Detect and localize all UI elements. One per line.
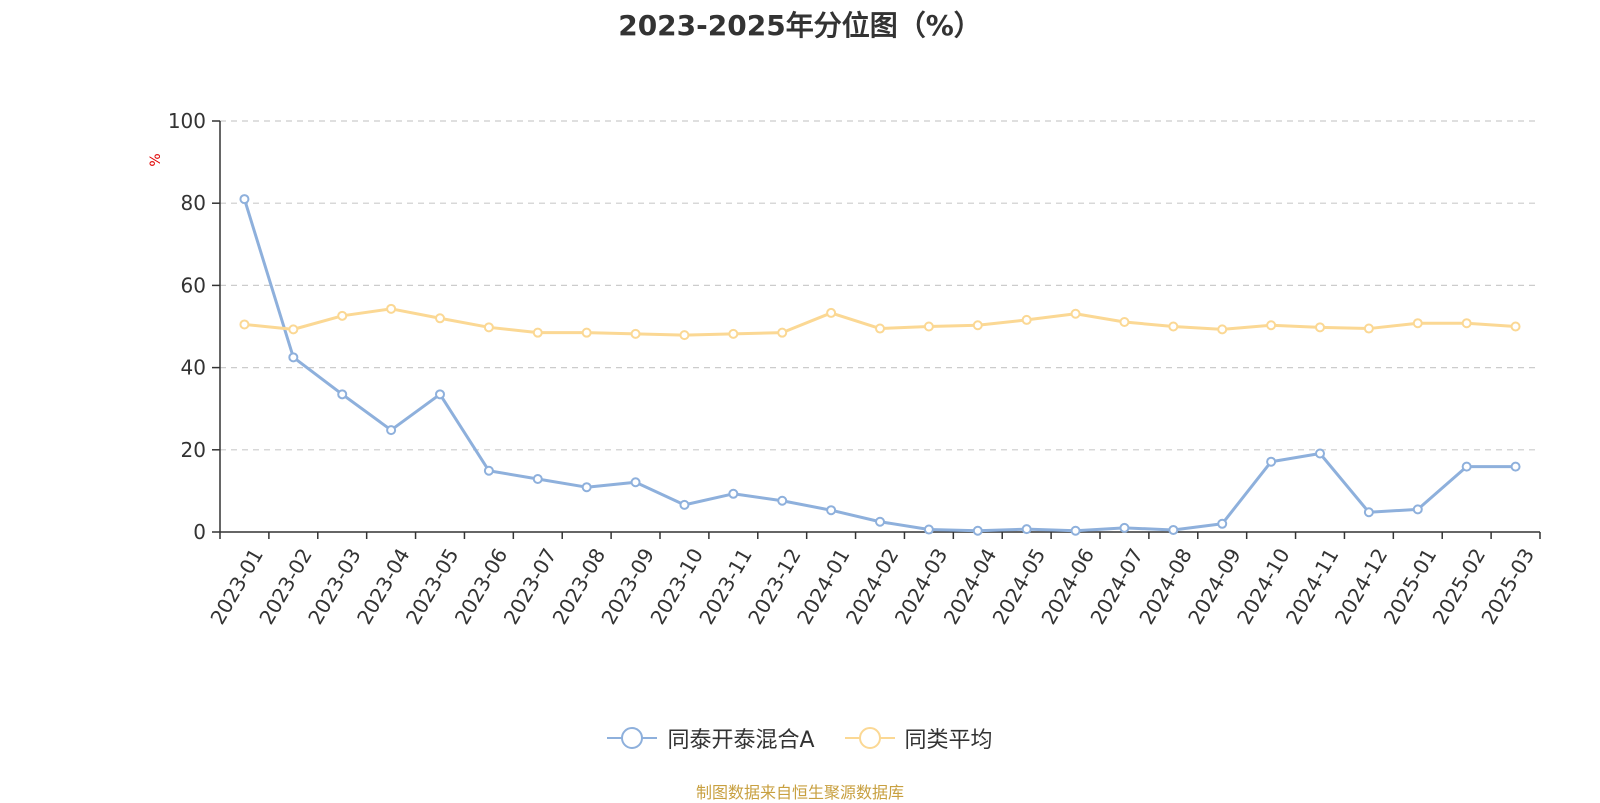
y-tick-label: 60 (181, 273, 206, 297)
data-point-series-0[interactable] (777, 495, 788, 506)
data-point-series-0[interactable] (1266, 456, 1277, 467)
data-point-series-0[interactable] (923, 524, 934, 535)
data-point-series-0[interactable] (1363, 507, 1374, 518)
data-point-series-1[interactable] (1266, 320, 1277, 331)
y-tick-label: 20 (181, 438, 206, 462)
data-point-series-1[interactable] (1363, 323, 1374, 334)
data-point-series-0[interactable] (288, 352, 299, 363)
data-point-series-1[interactable] (1217, 324, 1228, 335)
y-tick-label: 0 (193, 520, 206, 544)
data-point-series-0[interactable] (1168, 524, 1179, 535)
data-point-series-0[interactable] (1461, 461, 1472, 472)
data-point-series-1[interactable] (581, 327, 592, 338)
y-axis-unit-label: % (148, 153, 164, 166)
source-note: 制图数据来自恒生聚源数据库 (695, 783, 904, 802)
data-point-series-1[interactable] (1510, 321, 1521, 332)
data-point-series-1[interactable] (288, 324, 299, 335)
data-point-series-0[interactable] (532, 473, 543, 484)
series-lines (239, 194, 1521, 536)
data-point-series-1[interactable] (1070, 308, 1081, 319)
legend-item-series-a[interactable]: 同泰开泰混合A (607, 722, 815, 754)
data-point-series-0[interactable] (630, 477, 641, 488)
data-point-series-1[interactable] (1119, 316, 1130, 327)
legend-label-series-a: 同泰开泰混合A (667, 728, 815, 753)
legend-marker-series-a (607, 727, 658, 749)
data-point-series-0[interactable] (581, 482, 592, 493)
data-point-series-1[interactable] (923, 321, 934, 332)
data-point-series-1[interactable] (728, 328, 739, 339)
data-point-series-0[interactable] (728, 488, 739, 499)
data-point-series-1[interactable] (826, 307, 837, 318)
data-point-series-0[interactable] (1510, 461, 1521, 472)
data-point-series-0[interactable] (435, 389, 445, 400)
data-point-series-0[interactable] (483, 465, 494, 476)
data-point-series-0[interactable] (679, 499, 690, 510)
data-point-series-1[interactable] (1168, 321, 1179, 332)
data-point-series-1[interactable] (875, 323, 885, 334)
legend: 同泰开泰混合A 同类平均 (0, 722, 1600, 754)
data-point-series-1[interactable] (1412, 318, 1423, 329)
data-point-series-0[interactable] (239, 194, 250, 205)
data-point-series-1[interactable] (435, 313, 445, 324)
data-point-series-1[interactable] (630, 328, 641, 339)
data-point-series-1[interactable] (337, 310, 348, 321)
data-point-series-1[interactable] (532, 327, 543, 338)
data-point-series-1[interactable] (1461, 318, 1472, 329)
data-point-series-1[interactable] (777, 327, 788, 338)
legend-item-series-b[interactable]: 同类平均 (844, 722, 993, 754)
data-point-series-0[interactable] (875, 516, 885, 527)
grid-lines (220, 120, 1540, 451)
data-point-series-1[interactable] (386, 303, 397, 314)
y-tick-label: 100 (168, 109, 206, 133)
data-point-series-1[interactable] (679, 330, 690, 341)
y-tick-label: 80 (181, 191, 206, 215)
axes: 0204060801002023-012023-022023-032023-04… (168, 109, 1541, 628)
data-point-series-0[interactable] (1021, 524, 1032, 535)
data-point-series-1[interactable] (239, 319, 250, 330)
data-point-series-0[interactable] (972, 525, 983, 536)
data-point-series-1[interactable] (1315, 322, 1325, 333)
data-point-series-0[interactable] (1315, 448, 1325, 459)
data-point-series-0[interactable] (826, 505, 837, 516)
data-point-series-0[interactable] (337, 389, 348, 400)
series-line-0 (243, 198, 1516, 533)
data-point-series-0[interactable] (1070, 525, 1081, 536)
data-point-series-1[interactable] (972, 320, 983, 331)
data-point-series-0[interactable] (1412, 504, 1423, 515)
data-point-series-1[interactable] (1021, 314, 1032, 325)
legend-marker-series-b (844, 727, 895, 749)
data-point-series-1[interactable] (483, 322, 494, 333)
data-point-series-0[interactable] (1119, 522, 1130, 533)
data-point-series-0[interactable] (386, 425, 397, 436)
data-point-series-0[interactable] (1217, 518, 1228, 529)
y-tick-label: 40 (181, 356, 206, 380)
legend-label-series-b: 同类平均 (904, 728, 993, 753)
chart-title: 2023-2025年分位图（%） (618, 9, 982, 42)
